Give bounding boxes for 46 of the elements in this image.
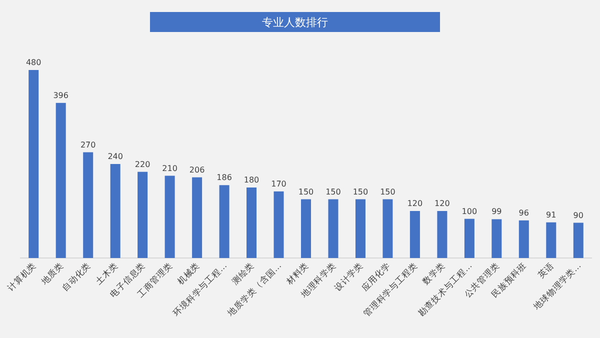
data-label: 210 <box>162 164 178 173</box>
data-label: 480 <box>26 58 42 67</box>
data-label: 99 <box>492 207 502 216</box>
bar <box>328 199 338 258</box>
bar <box>410 211 420 258</box>
bar <box>355 199 366 258</box>
bar <box>110 164 120 258</box>
data-label: 170 <box>271 179 286 188</box>
bar <box>274 191 284 258</box>
x-tick-label: 英语 <box>536 260 556 281</box>
bar <box>518 220 529 258</box>
bar <box>546 222 556 258</box>
bar <box>56 102 66 258</box>
bar <box>192 177 202 258</box>
bar <box>464 218 474 258</box>
bar <box>246 188 257 258</box>
data-label: 96 <box>518 208 529 218</box>
chart-title: 专业人数排行 <box>262 16 328 29</box>
data-label: 91 <box>546 210 556 220</box>
data-label: 186 <box>216 173 232 182</box>
bar <box>573 222 584 258</box>
data-label: 180 <box>244 176 260 184</box>
data-label: 150 <box>326 187 341 196</box>
data-label: 100 <box>462 206 478 216</box>
data-label: 270 <box>80 140 96 150</box>
data-label: 240 <box>108 152 123 161</box>
data-label: 120 <box>434 199 450 208</box>
x-tick-label: 测绘类 <box>230 260 257 288</box>
data-label: 220 <box>134 160 150 169</box>
bar <box>83 152 94 258</box>
data-label: 396 <box>53 90 68 100</box>
bar <box>492 219 502 258</box>
data-label: 150 <box>380 187 396 196</box>
bar <box>164 176 175 258</box>
data-label: 150 <box>298 187 314 196</box>
bar <box>382 199 393 258</box>
bar <box>301 199 311 258</box>
data-label: 150 <box>352 187 368 196</box>
data-label: 90 <box>573 210 584 220</box>
bar <box>28 70 39 258</box>
bar <box>219 185 230 258</box>
bar <box>138 172 148 258</box>
data-label: 206 <box>189 165 205 174</box>
bar <box>437 211 448 258</box>
data-label: 120 <box>407 199 423 208</box>
x-tick-label: 计算机类 <box>6 260 39 294</box>
